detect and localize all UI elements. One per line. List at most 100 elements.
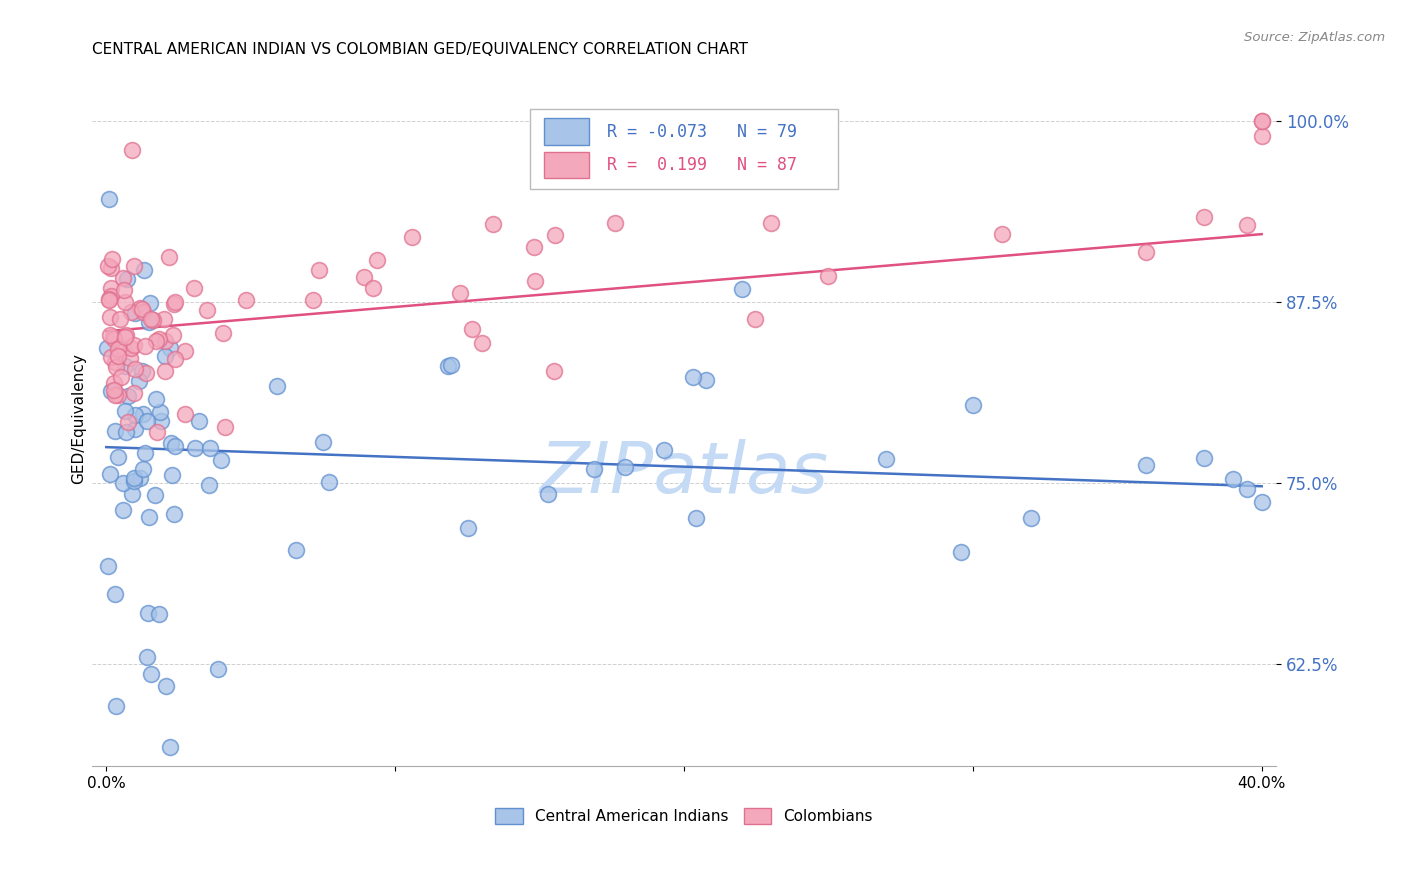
Point [120,341,142,355]
Point [101,330,124,344]
Point [471,336,494,351]
Point [1250,114,1272,128]
Point [115,425,138,439]
Point [145,392,167,407]
Point [731,282,754,296]
Point [122,385,145,400]
Point [128,374,150,388]
Point [159,436,181,450]
Point [139,296,162,310]
Point [98,328,121,343]
Point [146,425,169,440]
Point [266,378,288,392]
Point [121,487,143,501]
Point [112,270,135,285]
Point [302,293,325,308]
Point [104,587,127,601]
Point [457,521,479,535]
Point [141,311,163,326]
Point [124,362,146,376]
Point [114,359,136,373]
Point [129,471,152,485]
Point [117,415,139,429]
Point [138,606,160,620]
Point [173,343,195,358]
Point [139,667,162,681]
Point [124,422,146,436]
Point [198,442,221,456]
Text: ZIPatlas: ZIPatlas [540,439,828,508]
Point [173,407,195,421]
Point [105,359,128,374]
Point [209,453,232,467]
Point [107,450,129,465]
Point [162,328,184,343]
Point [361,281,384,295]
Point [652,442,675,457]
Point [744,311,766,326]
Point [115,272,138,286]
Point [537,487,560,501]
Point [149,405,172,419]
Point [1192,210,1215,224]
Point [1250,128,1272,143]
Point [114,330,136,344]
Point [165,295,187,310]
Point [96,341,118,355]
Point [695,373,717,387]
Point [138,315,160,329]
Point [132,407,155,421]
Point [962,398,984,412]
Text: R =  0.199   N = 87: R = 0.199 N = 87 [607,156,797,174]
Point [138,509,160,524]
Point [100,350,122,364]
Point [131,301,153,316]
Point [118,351,141,366]
Point [582,462,605,476]
Point [183,281,205,295]
Point [285,542,308,557]
Point [129,301,152,315]
Point [142,312,165,326]
Point [101,252,124,266]
Point [124,306,146,320]
Point [353,270,375,285]
Point [401,229,423,244]
Point [614,460,637,475]
Point [104,388,127,402]
Point [1019,511,1042,525]
Point [97,192,120,206]
Point [100,384,122,399]
Point [100,260,122,275]
Point [107,388,129,402]
Point [543,363,565,377]
Point [188,414,211,428]
Point [103,383,125,397]
Point [152,312,174,326]
FancyBboxPatch shape [530,109,838,188]
FancyBboxPatch shape [544,119,589,145]
Point [212,326,235,340]
Point [100,281,122,295]
Y-axis label: GED/Equivalency: GED/Equivalency [72,352,86,483]
Point [124,338,146,352]
Point [111,503,134,517]
Point [124,475,146,489]
Point [114,404,136,418]
Point [112,283,135,297]
Point [121,143,143,157]
Point [122,471,145,485]
Point [98,310,121,324]
Point [145,334,167,348]
Point [107,343,129,357]
Point [153,350,176,364]
Point [318,475,340,489]
Point [207,662,229,676]
Point [107,349,129,363]
Point [143,487,166,501]
Point [149,414,172,428]
Point [153,364,176,378]
Point [165,440,187,454]
Point [1236,482,1258,496]
Point [100,289,122,303]
